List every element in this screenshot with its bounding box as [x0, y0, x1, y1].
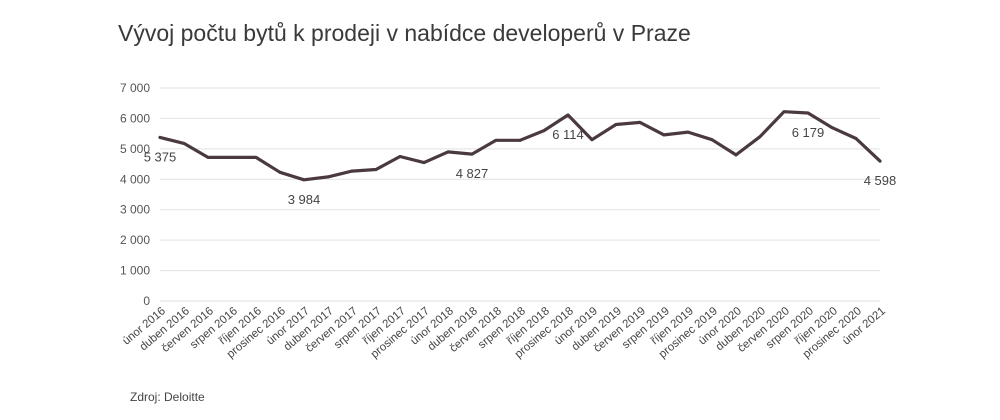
data-point — [278, 170, 282, 174]
series-layer — [158, 110, 882, 182]
data-point — [374, 168, 378, 171]
data-point — [182, 141, 186, 145]
source-note: Zdroj: Deloitte — [130, 390, 205, 404]
data-point — [230, 155, 234, 159]
data-point — [854, 137, 858, 140]
y-tick-label: 6 000 — [120, 111, 150, 125]
data-point — [590, 138, 594, 142]
data-label: 5 375 — [144, 149, 177, 164]
data-point — [710, 138, 714, 142]
data-point — [422, 161, 426, 164]
data-label: 6 179 — [792, 125, 825, 140]
data-label: 6 114 — [552, 127, 584, 142]
data-point — [494, 138, 498, 142]
data-point — [446, 150, 450, 154]
y-tick-label: 5 000 — [120, 142, 150, 156]
data-point — [470, 152, 474, 156]
data-point — [878, 159, 882, 163]
data-point — [638, 120, 642, 124]
data-point — [734, 153, 738, 157]
y-tick-label: 4 000 — [120, 172, 150, 186]
series-line — [158, 110, 882, 182]
chart-title: Vývoj počtu bytů k prodeji v nabídce dev… — [118, 20, 691, 46]
y-axis-ticks: 0 1 000 2 000 3 000 4 000 5 000 6 000 7 000 — [120, 81, 150, 308]
y-tick-label: 3 000 — [120, 203, 150, 217]
data-point — [566, 113, 570, 117]
data-point — [542, 129, 546, 133]
data-point — [662, 133, 666, 137]
grid-layer — [160, 87, 880, 302]
y-tick-label: 1 000 — [120, 264, 150, 278]
data-point — [614, 123, 618, 126]
data-point — [806, 111, 810, 115]
data-point — [758, 135, 762, 139]
data-label: 3 984 — [288, 192, 321, 207]
y-tick-label: 0 — [143, 294, 150, 308]
data-point — [782, 110, 786, 114]
data-point — [326, 175, 330, 179]
data-point — [302, 178, 306, 182]
y-tick-label: 7 000 — [120, 81, 150, 95]
data-point — [398, 155, 402, 158]
data-label: 4 598 — [864, 173, 897, 188]
data-point — [350, 169, 354, 173]
data-labels: 5 375 3 984 4 827 6 114 6 179 4 598 — [144, 125, 897, 207]
data-point — [206, 155, 210, 159]
data-point — [830, 126, 834, 129]
y-tick-label: 2 000 — [120, 233, 150, 247]
data-label: 4 827 — [456, 166, 489, 181]
data-point — [158, 136, 162, 139]
data-point — [686, 130, 690, 134]
data-point — [518, 138, 522, 142]
data-point — [254, 155, 258, 159]
